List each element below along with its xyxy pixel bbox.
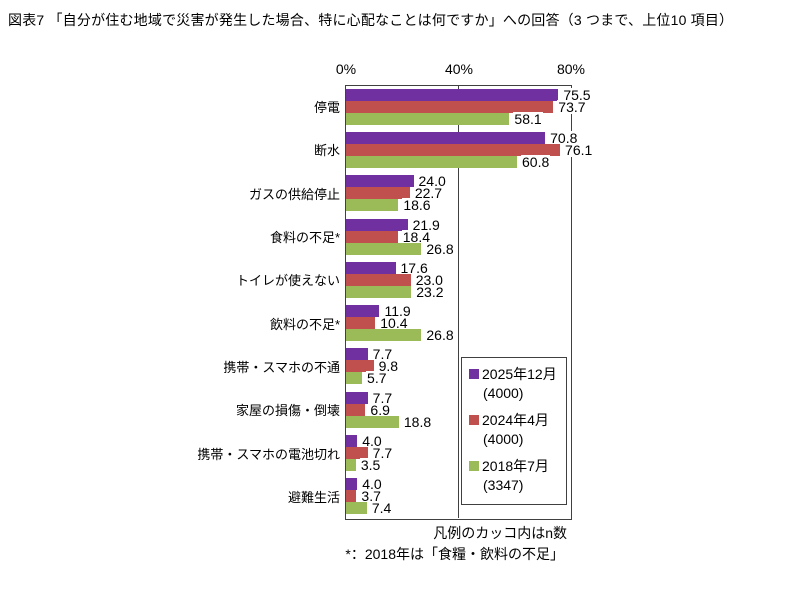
bar xyxy=(346,88,559,101)
bar-value-label: 26.8 xyxy=(425,240,455,257)
bar xyxy=(346,112,510,125)
bar xyxy=(346,415,399,428)
bar-value-label: 7.4 xyxy=(370,500,393,517)
bar xyxy=(346,100,554,113)
category-label: ガスの供給停止 xyxy=(248,186,340,202)
bar-value-label: 5.7 xyxy=(366,370,388,387)
bar xyxy=(346,329,422,342)
x-axis-tick-80pct: 80% xyxy=(556,61,586,77)
bar xyxy=(346,155,517,168)
bar-value-label: 23.2 xyxy=(415,283,445,300)
bar xyxy=(346,348,368,361)
legend-entry-2018: 2018年7月 (3347) xyxy=(469,457,566,495)
bar xyxy=(346,230,398,243)
bar-value-label: 73.7 xyxy=(557,98,587,115)
bar-value-label: 75.5 xyxy=(562,86,592,103)
bar-value-label: 7.7 xyxy=(371,445,394,462)
bar xyxy=(346,285,412,298)
bar-value-label: 23.0 xyxy=(414,271,444,288)
category-label: 携帯・スマホの電池切れ xyxy=(197,446,340,462)
bar-value-label: 9.8 xyxy=(377,358,400,375)
legend-n-count: (4000) xyxy=(483,431,524,447)
bar-value-label: 7.7 xyxy=(371,346,394,363)
bar xyxy=(346,391,368,404)
legend-series-name: 2018年7月 xyxy=(482,458,549,474)
bar xyxy=(346,199,399,212)
category-label: 飲料の不足* xyxy=(269,316,340,332)
bar xyxy=(346,131,546,144)
bar-value-label: 7.7 xyxy=(371,389,394,406)
bar xyxy=(346,273,411,286)
legend-series-name: 2024年4月 xyxy=(482,412,549,428)
category-label: 停電 xyxy=(313,100,340,116)
legend-n-count: (4000) xyxy=(483,385,524,401)
bar-value-label: 76.1 xyxy=(564,141,594,158)
chart-title: 図表7 「自分が住む地域で災害が発生した場合、特に心配なことは何ですか」への回答… xyxy=(8,12,734,28)
footnote-asterisk-note: *：2018年は「食糧・飲料の不足」 xyxy=(345,546,564,562)
bar xyxy=(346,447,368,460)
bar-value-label: 18.6 xyxy=(402,197,432,214)
bar xyxy=(346,317,376,330)
bar-value-label: 6.9 xyxy=(369,401,391,418)
bar xyxy=(346,435,358,448)
legend: 2025年12月 (4000) 2024年4月 (4000) 2018年7月 (… xyxy=(461,357,567,505)
bar-value-label: 3.7 xyxy=(360,488,382,505)
bar xyxy=(346,187,410,200)
bar xyxy=(346,360,374,373)
footnote-legend-note: 凡例のカッコ内はn数 xyxy=(433,525,567,541)
legend-swatch-2025 xyxy=(469,369,479,379)
bar-value-label: 10.4 xyxy=(379,315,409,332)
category-label: 家屋の損傷・倒壊 xyxy=(235,403,340,419)
bar-value-label: 18.4 xyxy=(401,228,431,245)
bar xyxy=(346,502,367,515)
gridline-40pct xyxy=(458,85,459,518)
category-label: 携帯・スマホの不通 xyxy=(223,359,340,375)
x-axis-tick-0pct: 0% xyxy=(335,61,357,77)
bar xyxy=(346,478,358,491)
bar xyxy=(346,372,363,385)
legend-n-count: (3347) xyxy=(483,477,524,493)
category-label: 避難生活 xyxy=(287,489,340,505)
bar-value-label: 58.1 xyxy=(513,110,543,127)
legend-swatch-2018 xyxy=(469,461,479,471)
legend-entry-2024: 2024年4月 (4000) xyxy=(469,411,566,449)
bar-value-label: 3.5 xyxy=(359,457,382,474)
category-label: トイレが使えない xyxy=(235,273,340,289)
bar xyxy=(346,459,356,472)
x-axis-tick-40pct: 40% xyxy=(444,61,474,77)
bar-value-label: 26.8 xyxy=(425,327,455,344)
bar xyxy=(346,490,357,503)
bar xyxy=(346,175,414,188)
category-label: 食料の不足* xyxy=(269,230,340,246)
bar xyxy=(346,403,366,416)
legend-swatch-2024 xyxy=(469,415,479,425)
bar-value-label: 18.8 xyxy=(402,413,433,430)
bar-value-label: 22.7 xyxy=(413,185,444,202)
bar-value-label: 60.8 xyxy=(521,153,551,170)
bar xyxy=(346,242,422,255)
bar xyxy=(346,218,408,231)
legend-entry-2025: 2025年12月 (4000) xyxy=(469,365,566,403)
bar-value-label: 4.0 xyxy=(361,476,383,493)
bar xyxy=(346,305,380,318)
bar-value-label: 24.0 xyxy=(417,173,447,190)
bar-value-label: 21.9 xyxy=(411,216,441,233)
legend-series-name: 2025年12月 xyxy=(482,366,557,382)
bar-value-label: 4.0 xyxy=(361,433,383,450)
bar-value-label: 11.9 xyxy=(383,303,412,320)
bar-value-label: 70.8 xyxy=(549,129,579,146)
bar xyxy=(346,143,561,156)
bar-value-label: 17.6 xyxy=(399,259,429,276)
category-label: 断水 xyxy=(313,143,340,159)
bar xyxy=(346,261,396,274)
